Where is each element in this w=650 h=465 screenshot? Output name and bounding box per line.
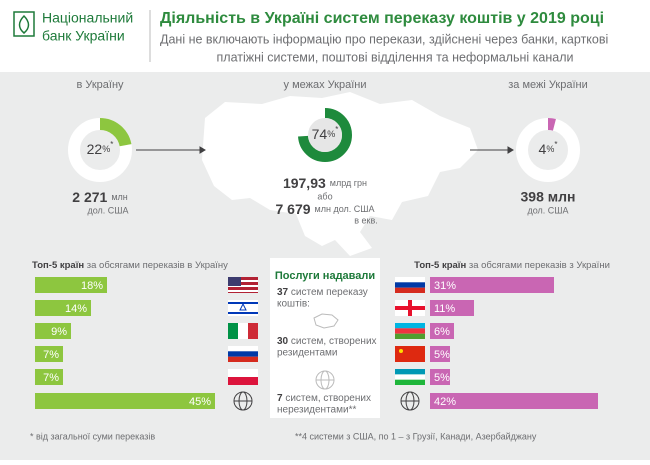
donut-label: 22%* xyxy=(87,140,114,157)
title-bold: Топ-5 країн xyxy=(414,260,466,271)
amount-value: 2 271 xyxy=(72,189,107,205)
bar xyxy=(35,323,71,339)
text: систем, створених xyxy=(288,336,376,347)
text: систем, створених xyxy=(283,393,371,404)
title: Діяльність в Україні систем переказу кош… xyxy=(160,10,604,27)
logo-text: банк України xyxy=(42,28,125,44)
bar xyxy=(430,393,598,409)
arrows xyxy=(136,146,514,154)
bar-label: 45% xyxy=(189,396,211,408)
amount-unit: млн дол. США xyxy=(315,204,375,214)
equiv: в екв. xyxy=(354,215,378,225)
bar xyxy=(430,300,474,316)
donut-label: 4%* xyxy=(539,140,558,157)
logo-icon xyxy=(13,11,35,37)
num: 7 xyxy=(277,393,283,404)
donut-center xyxy=(308,118,342,152)
share-unit: % xyxy=(327,129,335,139)
amount: 197,93 млрд грн xyxy=(283,175,367,191)
providers-nonres: нерезидентами** xyxy=(277,405,356,416)
amount-value: 197,93 xyxy=(283,175,326,191)
amount-value: 398 млн xyxy=(521,189,576,205)
providers-residents: 30 систем, створених xyxy=(277,336,377,347)
subtitle: платіжні системи, поштові відділення та … xyxy=(217,50,574,64)
bar xyxy=(35,369,63,385)
donut-arc xyxy=(68,118,132,182)
amount-unit: млрд грн xyxy=(330,178,367,188)
share-value: 74 xyxy=(312,126,328,142)
amount-currency: дол. США xyxy=(527,205,568,215)
title-bold: Топ-5 країн xyxy=(32,260,84,271)
providers-total: 37 систем переказу xyxy=(277,287,368,298)
globe-icon xyxy=(315,370,335,390)
logo-text: Національний xyxy=(42,10,133,26)
bar xyxy=(430,346,450,362)
bar xyxy=(430,323,454,339)
footnote: * від загальної суми переказів xyxy=(30,431,155,441)
share-unit: % xyxy=(546,144,554,154)
bar xyxy=(35,346,63,362)
bar-label: 11% xyxy=(434,303,455,315)
num: 30 xyxy=(277,336,289,347)
title-rest: за обсягами переказів з України xyxy=(466,260,610,271)
amount-unit: млн xyxy=(111,192,127,202)
bar-label: 42% xyxy=(434,396,456,408)
amount: 2 271 млн xyxy=(72,189,127,205)
providers-total: коштів: xyxy=(277,299,310,310)
share-note: * xyxy=(335,125,338,134)
flow-label: в Україну xyxy=(76,79,124,91)
bar xyxy=(35,393,215,409)
donut-arc xyxy=(298,108,352,162)
title-rest: за обсягами переказів в Україну xyxy=(84,260,228,271)
providers-panel xyxy=(270,258,380,418)
bar xyxy=(430,277,554,293)
panel-title: Топ-5 країн за обсягами переказів в Укра… xyxy=(32,260,228,271)
donut-arc xyxy=(516,118,580,182)
num: 37 xyxy=(277,287,289,298)
share-value: 4 xyxy=(539,141,547,157)
map xyxy=(202,92,478,256)
subtitle: Дані не включають інформацію про переказ… xyxy=(160,32,608,46)
providers-title: Послуги надавали xyxy=(275,270,375,282)
share-note: * xyxy=(554,140,557,149)
donut-label: 74%* xyxy=(312,125,339,142)
bar-label: 14% xyxy=(65,303,87,315)
text: систем переказу xyxy=(288,287,368,298)
flags-out xyxy=(395,277,425,411)
bar xyxy=(430,369,450,385)
bar-label: 6% xyxy=(434,326,450,338)
or: або xyxy=(317,191,332,201)
bar-label: 31% xyxy=(434,280,456,292)
flow-label: за межі України xyxy=(508,79,587,91)
bar-label: 18% xyxy=(81,280,103,292)
amount-value: 7 679 xyxy=(275,201,310,217)
bar-label: 5% xyxy=(434,372,450,384)
bar-label: 9% xyxy=(51,326,67,338)
share-note: * xyxy=(110,140,113,149)
panel-title: Топ-5 країн за обсягами переказів з Укра… xyxy=(414,260,610,271)
bar-label: 5% xyxy=(434,349,450,361)
amount-currency: дол. США xyxy=(87,205,128,215)
amount: 7 679 млн дол. США xyxy=(275,201,374,217)
flags-in xyxy=(228,277,258,411)
share-value: 22 xyxy=(87,141,103,157)
providers-nonres: 7 систем, створених xyxy=(277,393,371,404)
bar xyxy=(35,277,107,293)
footnote: **4 системи з США, по 1 – з Грузії, Кана… xyxy=(295,431,537,441)
bar xyxy=(35,300,91,316)
share-unit: % xyxy=(102,144,110,154)
flow-label: у межах України xyxy=(284,79,367,91)
bar-label: 7% xyxy=(43,349,59,361)
providers-residents: резидентами xyxy=(277,348,337,359)
map-icon xyxy=(313,313,339,329)
bar-label: 7% xyxy=(43,372,59,384)
